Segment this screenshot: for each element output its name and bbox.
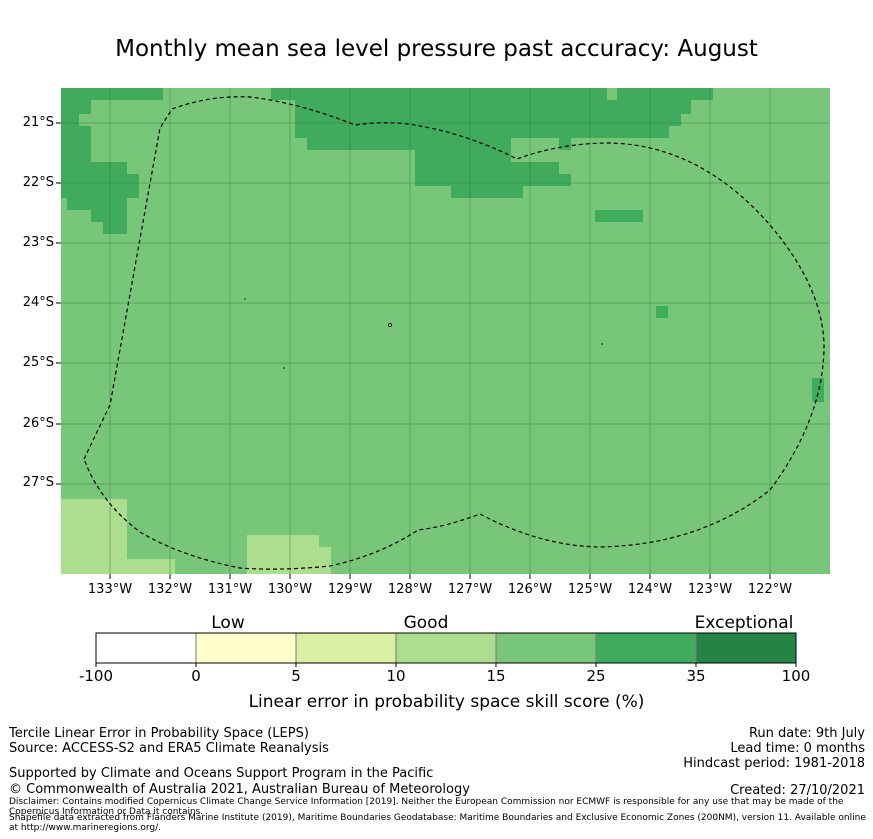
colorbar-tick: -100 (78, 667, 114, 685)
footer-created: Created: 27/10/2021 (730, 783, 865, 798)
colorbar-tick: 25 (586, 667, 606, 685)
lat-label: 25°S (22, 355, 54, 370)
lon-label: 129°W (327, 582, 373, 597)
footer-run-date: Run date: 9th July (748, 726, 865, 741)
islands (244, 298, 603, 369)
colorbar-segment (495, 632, 597, 664)
footer-lead-time: Lead time: 0 months (730, 741, 865, 756)
colorbar (95, 632, 797, 667)
legend-category-low: Low (211, 613, 245, 633)
lon-label: 125°W (567, 582, 613, 597)
lon-label: 132°W (147, 582, 193, 597)
lon-label: 127°W (447, 582, 493, 597)
footer-disclaimer: Disclaimer: Contains modified Copernicus… (9, 797, 844, 817)
chart-title: Monthly mean sea level pressure past acc… (115, 36, 758, 62)
colorbar-segment (295, 632, 397, 664)
lat-label: 27°S (22, 475, 54, 490)
colorbar-tick: 10 (386, 667, 406, 685)
legend-category-good: Good (403, 613, 449, 633)
lon-label: 128°W (387, 582, 433, 597)
colorbar-tick: 5 (291, 667, 301, 685)
footer-method: Tercile Linear Error in Probability Spac… (9, 726, 309, 741)
skill-10-15-areas (61, 499, 331, 574)
colorbar-frame (95, 632, 797, 664)
lon-label: 123°W (687, 582, 733, 597)
footer-support: Supported by Climate and Oceans Support … (9, 766, 434, 781)
lon-label: 124°W (627, 582, 673, 597)
zone-boundary (83, 96, 825, 570)
lat-label: 22°S (22, 175, 54, 190)
lat-label: 23°S (22, 235, 54, 250)
footer-source: Source: ACCESS-S2 and ERA5 Climate Reana… (9, 741, 329, 756)
colorbar-segment (395, 632, 497, 664)
lat-label: 24°S (22, 295, 54, 310)
colorbar-segment (695, 632, 797, 664)
lon-label: 130°W (267, 582, 313, 597)
colorbar-tick: 100 (781, 667, 811, 685)
map-gridlines (61, 88, 830, 574)
footer-hindcast: Hindcast period: 1981-2018 (683, 756, 865, 771)
colorbar-segment (195, 632, 297, 664)
lon-label: 122°W (747, 582, 793, 597)
lon-label: 133°W (87, 582, 133, 597)
footer-copyright: © Commonwealth of Australia 2021, Austra… (9, 782, 470, 797)
lat-label: 21°S (22, 115, 54, 130)
axis-ticks (56, 122, 771, 579)
footer-shapefile: Shapefile data extracted from Flanders M… (9, 813, 866, 833)
lon-label: 131°W (207, 582, 253, 597)
lon-label: 126°W (507, 582, 553, 597)
lat-label: 26°S (22, 416, 54, 431)
colorbar-segment (95, 632, 197, 664)
colorbar-title: Linear error in probability space skill … (248, 692, 645, 712)
colorbar-tick: 15 (486, 667, 506, 685)
colorbar-segment (595, 632, 697, 664)
legend-category-exceptional: Exceptional (694, 613, 794, 633)
colorbar-tick: 0 (191, 667, 201, 685)
colorbar-tick: 35 (686, 667, 706, 685)
